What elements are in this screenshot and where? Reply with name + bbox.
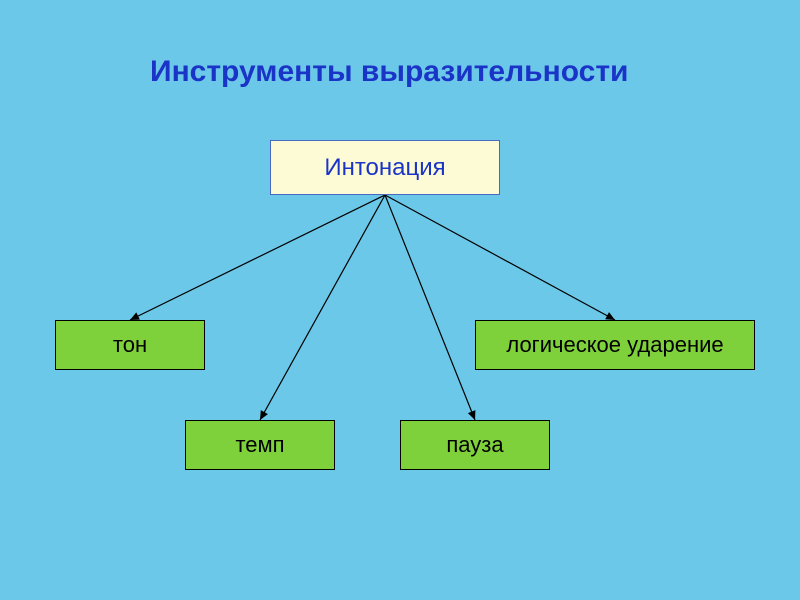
- child-node-label: темп: [235, 432, 284, 458]
- diagram-title-text: Инструменты выразительности: [150, 55, 628, 88]
- root-node-intonation: Интонация: [270, 140, 500, 195]
- root-node-label: Интонация: [324, 154, 445, 182]
- child-node-label: тон: [113, 332, 147, 358]
- child-node-temp: темп: [185, 420, 335, 470]
- child-node-ton: тон: [55, 320, 205, 370]
- child-node-logic: логическое ударение: [475, 320, 755, 370]
- child-node-label: пауза: [446, 432, 503, 458]
- diagram-background: [0, 0, 800, 600]
- diagram-title: Инструменты выразительности: [150, 55, 628, 89]
- child-node-label: логическое ударение: [506, 332, 723, 358]
- child-node-pauza: пауза: [400, 420, 550, 470]
